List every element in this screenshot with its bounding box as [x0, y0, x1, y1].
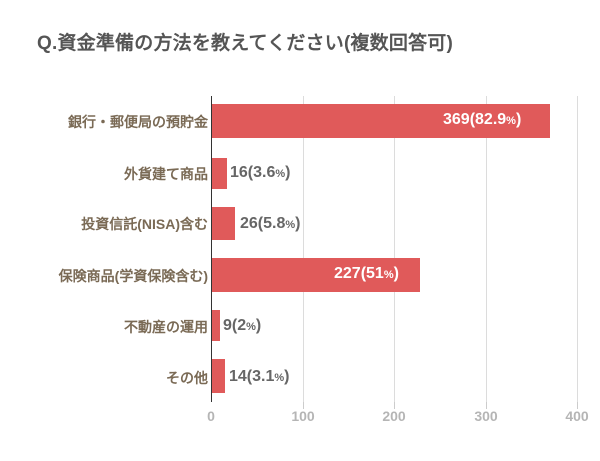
tick-label: 400: [565, 408, 589, 424]
tick-100: [303, 402, 304, 409]
tick-label: 300: [474, 408, 498, 424]
tick-label: 0: [207, 408, 215, 424]
bar: [212, 310, 220, 341]
tick-label: 100: [291, 408, 315, 424]
tick-200: [394, 402, 395, 409]
category-label: 外貨建て商品: [124, 166, 208, 182]
category-label: 銀行・郵便局の預貯金: [68, 114, 208, 130]
bar: [212, 104, 550, 138]
tick-label: 200: [382, 408, 406, 424]
gridline-300: [486, 96, 487, 402]
value-label: 9(2%): [223, 317, 262, 334]
value-label: 14(3.1%): [229, 368, 290, 385]
category-label: 保険商品(学資保険含む): [58, 268, 208, 284]
value-label: 26(5.8%): [240, 215, 301, 232]
category-label: その他: [166, 370, 208, 386]
category-label: 投資信託(NISA)含む: [81, 216, 208, 232]
y-axis-line: [211, 96, 212, 402]
value-label: 227(51%): [334, 265, 399, 282]
chart-title: Q.資金準備の方法を教えてください(複数回答可): [37, 33, 453, 54]
value-label: 369(82.9%): [443, 111, 522, 128]
tick-400: [577, 402, 578, 409]
category-label: 不動産の運用: [124, 319, 208, 335]
gridline-200: [394, 96, 395, 402]
plot-area: 0 100 200 300 400: [207, 96, 591, 424]
value-label: 16(3.6%): [230, 164, 291, 181]
gridline-400: [577, 96, 578, 402]
bar: [212, 207, 235, 240]
bar: [212, 359, 225, 393]
tick-300: [486, 402, 487, 409]
bar: [212, 158, 227, 189]
gridline-100: [303, 96, 304, 402]
bar: [212, 258, 420, 292]
